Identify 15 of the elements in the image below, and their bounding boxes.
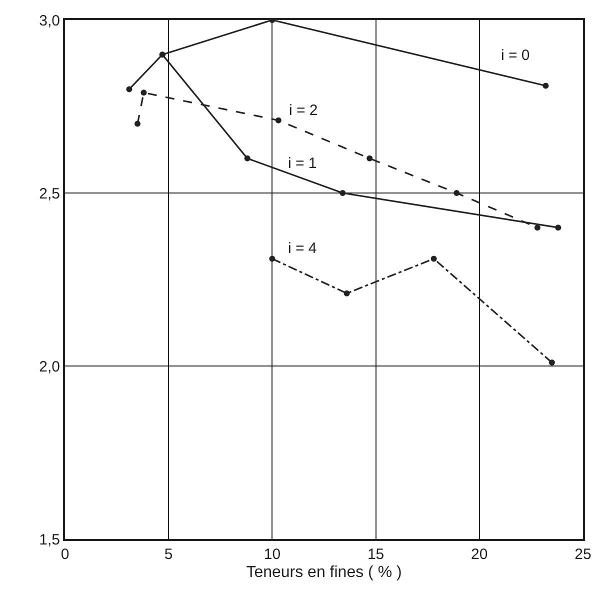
y-tick-label: 2,0 [39,358,60,376]
y-tick-label: 1,5 [39,531,60,548]
series-label: i = 0 [501,47,530,64]
series-label: i = 1 [288,155,317,172]
x-tick-label: 20 [471,546,488,563]
x-tick-label: 5 [164,546,173,563]
x-tick-label: 15 [367,546,384,563]
x-tick-label: 25 [574,546,592,563]
series-label: i = 4 [288,240,317,257]
x-axis-title: Teneurs en fines ( % ) [246,564,402,582]
x-tick-label: 10 [264,546,281,563]
y-tick-label: 2,5 [39,185,60,202]
series-label: i = 2 [289,102,318,119]
x-tick-label: 0 [60,546,70,563]
y-tick-label: 3,0 [39,12,60,30]
